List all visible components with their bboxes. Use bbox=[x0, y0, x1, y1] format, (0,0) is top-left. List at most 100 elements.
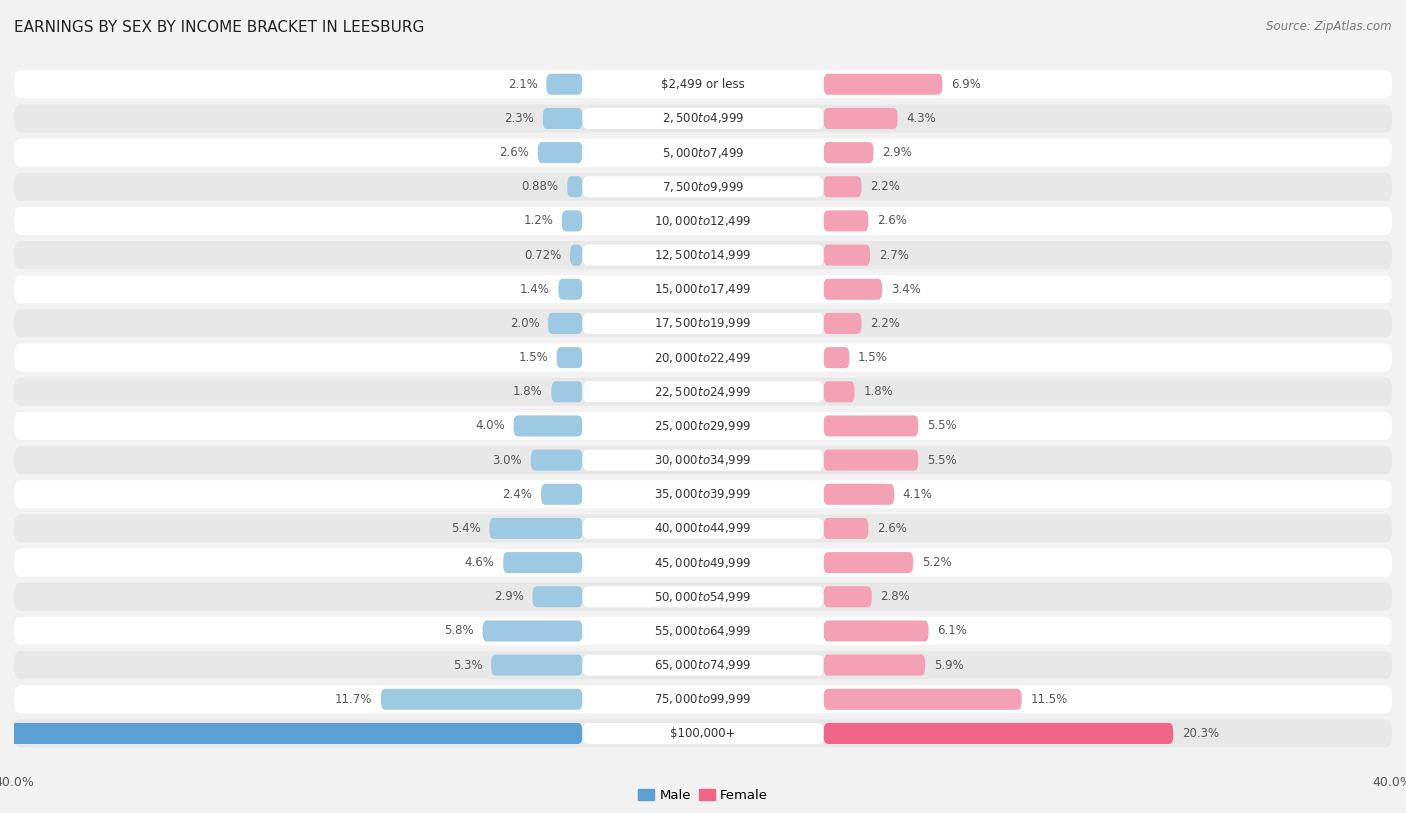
FancyBboxPatch shape bbox=[14, 104, 1392, 133]
Text: 6.9%: 6.9% bbox=[950, 78, 981, 91]
FancyBboxPatch shape bbox=[824, 620, 928, 641]
FancyBboxPatch shape bbox=[824, 74, 942, 95]
Text: 1.5%: 1.5% bbox=[858, 351, 887, 364]
FancyBboxPatch shape bbox=[569, 245, 582, 266]
FancyBboxPatch shape bbox=[14, 138, 1392, 167]
Text: 2.2%: 2.2% bbox=[870, 180, 900, 193]
Text: $20,000 to $22,499: $20,000 to $22,499 bbox=[654, 350, 752, 364]
FancyBboxPatch shape bbox=[14, 549, 1392, 576]
FancyBboxPatch shape bbox=[824, 586, 872, 607]
FancyBboxPatch shape bbox=[482, 620, 582, 641]
Text: 3.0%: 3.0% bbox=[492, 454, 522, 467]
Text: 2.6%: 2.6% bbox=[877, 215, 907, 228]
Text: 2.0%: 2.0% bbox=[509, 317, 540, 330]
FancyBboxPatch shape bbox=[489, 518, 582, 539]
FancyBboxPatch shape bbox=[824, 689, 1022, 710]
FancyBboxPatch shape bbox=[824, 654, 925, 676]
Text: 1.5%: 1.5% bbox=[519, 351, 548, 364]
FancyBboxPatch shape bbox=[14, 583, 1392, 611]
FancyBboxPatch shape bbox=[557, 347, 582, 368]
FancyBboxPatch shape bbox=[14, 480, 1392, 508]
FancyBboxPatch shape bbox=[824, 450, 918, 471]
FancyBboxPatch shape bbox=[513, 415, 582, 437]
Text: 2.8%: 2.8% bbox=[880, 590, 910, 603]
FancyBboxPatch shape bbox=[0, 723, 582, 744]
FancyBboxPatch shape bbox=[14, 720, 1392, 747]
FancyBboxPatch shape bbox=[14, 207, 1392, 235]
Text: 4.6%: 4.6% bbox=[465, 556, 495, 569]
Text: 2.6%: 2.6% bbox=[877, 522, 907, 535]
FancyBboxPatch shape bbox=[14, 446, 1392, 474]
FancyBboxPatch shape bbox=[582, 654, 824, 676]
FancyBboxPatch shape bbox=[824, 176, 862, 198]
FancyBboxPatch shape bbox=[537, 142, 582, 163]
FancyBboxPatch shape bbox=[491, 654, 582, 676]
Text: $65,000 to $74,999: $65,000 to $74,999 bbox=[654, 659, 752, 672]
Text: 11.7%: 11.7% bbox=[335, 693, 373, 706]
Text: 5.5%: 5.5% bbox=[927, 420, 956, 433]
Text: $75,000 to $99,999: $75,000 to $99,999 bbox=[654, 693, 752, 706]
FancyBboxPatch shape bbox=[582, 279, 824, 300]
FancyBboxPatch shape bbox=[824, 211, 869, 232]
FancyBboxPatch shape bbox=[824, 245, 870, 266]
Text: Source: ZipAtlas.com: Source: ZipAtlas.com bbox=[1267, 20, 1392, 33]
Text: $45,000 to $49,999: $45,000 to $49,999 bbox=[654, 555, 752, 570]
FancyBboxPatch shape bbox=[14, 515, 1392, 542]
FancyBboxPatch shape bbox=[548, 313, 582, 334]
FancyBboxPatch shape bbox=[582, 74, 824, 95]
FancyBboxPatch shape bbox=[582, 484, 824, 505]
Text: $55,000 to $64,999: $55,000 to $64,999 bbox=[654, 624, 752, 638]
FancyBboxPatch shape bbox=[14, 651, 1392, 679]
FancyBboxPatch shape bbox=[547, 74, 582, 95]
FancyBboxPatch shape bbox=[824, 347, 849, 368]
FancyBboxPatch shape bbox=[14, 344, 1392, 372]
Text: 20.3%: 20.3% bbox=[1182, 727, 1219, 740]
Text: 0.88%: 0.88% bbox=[522, 180, 558, 193]
Text: 5.3%: 5.3% bbox=[453, 659, 482, 672]
FancyBboxPatch shape bbox=[14, 172, 1392, 201]
Text: 5.5%: 5.5% bbox=[927, 454, 956, 467]
Text: $5,000 to $7,499: $5,000 to $7,499 bbox=[662, 146, 744, 159]
Text: 2.7%: 2.7% bbox=[879, 249, 908, 262]
FancyBboxPatch shape bbox=[541, 484, 582, 505]
FancyBboxPatch shape bbox=[531, 450, 582, 471]
FancyBboxPatch shape bbox=[582, 211, 824, 232]
Text: $22,500 to $24,999: $22,500 to $24,999 bbox=[654, 385, 752, 398]
FancyBboxPatch shape bbox=[582, 142, 824, 163]
FancyBboxPatch shape bbox=[582, 381, 824, 402]
FancyBboxPatch shape bbox=[582, 518, 824, 539]
Text: 5.9%: 5.9% bbox=[934, 659, 963, 672]
Text: 2.2%: 2.2% bbox=[870, 317, 900, 330]
Text: EARNINGS BY SEX BY INCOME BRACKET IN LEESBURG: EARNINGS BY SEX BY INCOME BRACKET IN LEE… bbox=[14, 20, 425, 35]
Text: $50,000 to $54,999: $50,000 to $54,999 bbox=[654, 589, 752, 604]
Text: 1.8%: 1.8% bbox=[513, 385, 543, 398]
Text: 5.4%: 5.4% bbox=[451, 522, 481, 535]
Text: $40,000 to $44,999: $40,000 to $44,999 bbox=[654, 521, 752, 536]
FancyBboxPatch shape bbox=[582, 245, 824, 266]
Text: 2.9%: 2.9% bbox=[882, 146, 912, 159]
FancyBboxPatch shape bbox=[14, 310, 1392, 337]
FancyBboxPatch shape bbox=[543, 108, 582, 129]
FancyBboxPatch shape bbox=[582, 586, 824, 607]
FancyBboxPatch shape bbox=[562, 211, 582, 232]
FancyBboxPatch shape bbox=[533, 586, 582, 607]
Text: $25,000 to $29,999: $25,000 to $29,999 bbox=[654, 419, 752, 433]
FancyBboxPatch shape bbox=[503, 552, 582, 573]
Text: $12,500 to $14,999: $12,500 to $14,999 bbox=[654, 248, 752, 262]
FancyBboxPatch shape bbox=[582, 313, 824, 334]
FancyBboxPatch shape bbox=[14, 70, 1392, 98]
FancyBboxPatch shape bbox=[824, 484, 894, 505]
Text: $30,000 to $34,999: $30,000 to $34,999 bbox=[654, 453, 752, 467]
Text: 4.0%: 4.0% bbox=[475, 420, 505, 433]
Text: 5.8%: 5.8% bbox=[444, 624, 474, 637]
Text: $15,000 to $17,499: $15,000 to $17,499 bbox=[654, 282, 752, 296]
FancyBboxPatch shape bbox=[824, 381, 855, 402]
Text: 4.3%: 4.3% bbox=[907, 112, 936, 125]
FancyBboxPatch shape bbox=[14, 276, 1392, 303]
FancyBboxPatch shape bbox=[824, 518, 869, 539]
Text: 11.5%: 11.5% bbox=[1031, 693, 1067, 706]
FancyBboxPatch shape bbox=[582, 552, 824, 573]
FancyBboxPatch shape bbox=[824, 723, 1173, 744]
Text: 2.1%: 2.1% bbox=[508, 78, 537, 91]
FancyBboxPatch shape bbox=[582, 450, 824, 471]
